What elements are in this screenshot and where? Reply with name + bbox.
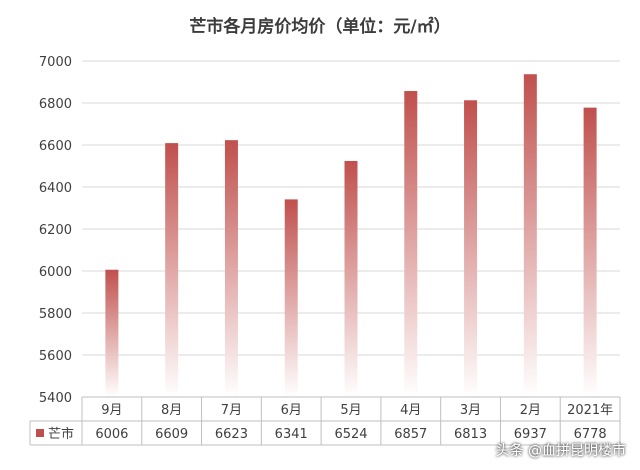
y-tick-label: 6000 (39, 265, 72, 280)
bar (464, 100, 478, 398)
category-label: 2月 (520, 403, 541, 418)
watermark: 头条 @血拼昆明楼市 (495, 443, 626, 459)
legend-swatch (36, 429, 44, 437)
y-tick-label: 5800 (39, 307, 72, 322)
chart-title: 芒市各月房价均价（单位：元/㎡） (189, 16, 450, 37)
bar (165, 143, 179, 397)
y-axis-ticks: 5400 5600 5800 6000 6200 6400 6600 6800 7000 (39, 55, 72, 406)
y-tick-label: 5400 (39, 391, 72, 406)
data-label: 6609 (155, 427, 188, 442)
data-label: 6778 (574, 427, 607, 442)
data-label: 6813 (454, 427, 487, 442)
category-label: 6月 (281, 403, 302, 418)
bars (105, 74, 597, 398)
data-label: 6623 (215, 427, 248, 442)
category-label: 5月 (340, 403, 361, 418)
y-tick-label: 6400 (39, 181, 72, 196)
y-tick-label: 5600 (39, 349, 72, 364)
bar (284, 199, 298, 397)
bar (404, 91, 418, 397)
y-tick-label: 7000 (39, 55, 72, 70)
data-table: 9月 6006 8月 6609 7月 6623 6月 6341 5月 6524 4月 6857 3月 68… (29, 396, 621, 446)
bar (523, 74, 537, 397)
bar (105, 269, 119, 397)
category-label: 3月 (460, 403, 481, 418)
category-label: 2021年 (567, 403, 613, 418)
y-tick-label: 6600 (39, 139, 72, 154)
bar (224, 140, 238, 398)
y-tick-label: 6800 (39, 97, 72, 112)
category-label: 7月 (221, 403, 242, 418)
legend-label: 芒市 (48, 426, 74, 442)
data-label: 6006 (95, 427, 128, 442)
data-label: 6524 (334, 427, 367, 442)
data-label: 6857 (394, 427, 427, 442)
data-label: 6937 (514, 427, 547, 442)
y-tick-label: 6200 (39, 223, 72, 238)
category-label: 8月 (161, 403, 182, 418)
bar (583, 107, 597, 398)
category-label: 4月 (400, 403, 421, 418)
category-label: 9月 (101, 403, 122, 418)
data-label: 6341 (275, 427, 308, 442)
bar (344, 160, 358, 397)
